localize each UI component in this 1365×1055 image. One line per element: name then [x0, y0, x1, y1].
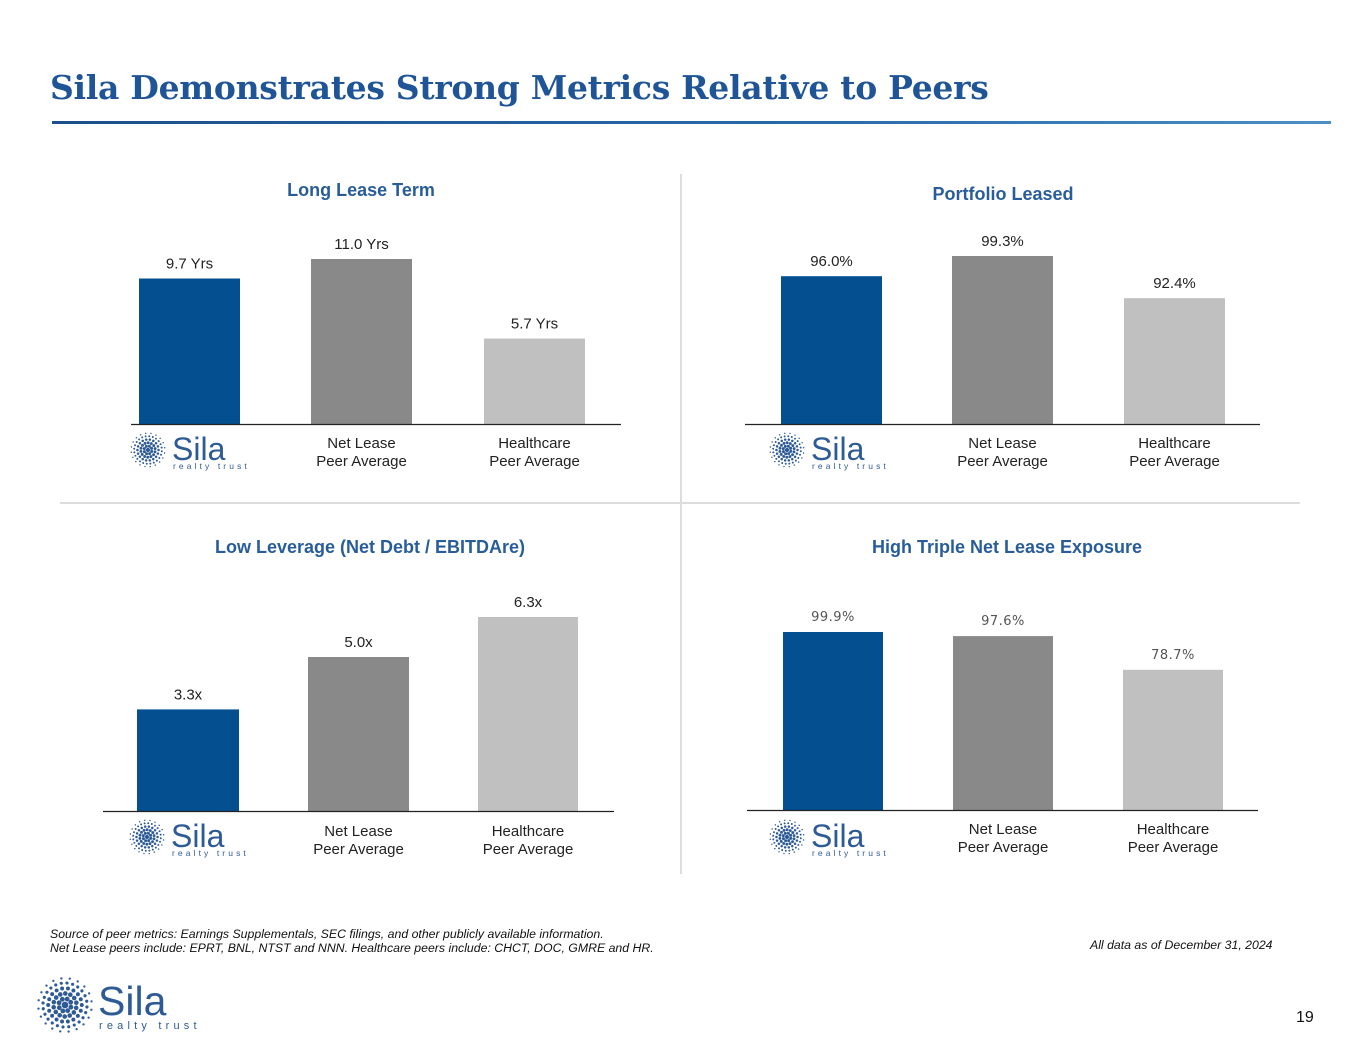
- starburst-icon: [129, 819, 165, 855]
- data-label: 92.4%: [1153, 275, 1196, 292]
- category-label: Net Lease: [324, 823, 392, 840]
- starburst-icon: [769, 819, 805, 855]
- chart-title: Long Lease Term: [287, 180, 435, 200]
- bar-net-lease: [953, 636, 1053, 810]
- category-label: Peer Average: [958, 839, 1049, 856]
- page-number: 19: [1296, 1009, 1314, 1026]
- data-label: 5.0x: [344, 634, 373, 651]
- data-label: 9.7 Yrs: [166, 256, 213, 273]
- logo-wordmark: Sila: [98, 978, 167, 1024]
- bar-sila: [139, 278, 240, 424]
- logo-wordmark: Sila: [171, 818, 225, 854]
- category-label: Net Lease: [327, 435, 395, 452]
- logo-wordmark: Sila: [811, 431, 865, 467]
- data-label: 6.3x: [514, 594, 543, 611]
- logo-tagline: realty trust: [172, 848, 249, 858]
- logo-tagline: realty trust: [173, 461, 250, 471]
- bar-sila: [137, 709, 239, 811]
- bar-healthcare: [478, 617, 578, 811]
- as-of-date: All data as of December 31, 2024: [1090, 938, 1273, 952]
- footnote-peers: Net Lease peers include: EPRT, BNL, NTST…: [50, 941, 654, 955]
- data-label: 5.7 Yrs: [511, 316, 558, 333]
- category-label: Peer Average: [1128, 839, 1219, 856]
- category-label: Peer Average: [957, 453, 1048, 470]
- chart-title: High Triple Net Lease Exposure: [872, 537, 1142, 557]
- data-label: 99.9%: [811, 610, 855, 625]
- category-label: Peer Average: [483, 841, 574, 858]
- category-label: Peer Average: [1129, 453, 1220, 470]
- footnote-source: Source of peer metrics: Earnings Supplem…: [50, 927, 604, 941]
- category-label: Healthcare: [1137, 821, 1210, 838]
- sila-logo-footer: Sila realty trust: [37, 977, 201, 1033]
- bar-healthcare: [484, 338, 585, 424]
- logo-tagline: realty trust: [812, 848, 889, 858]
- horizontal-divider: [60, 502, 1300, 504]
- logo-wordmark: Sila: [811, 818, 865, 854]
- data-label: 99.3%: [981, 233, 1024, 250]
- bar-sila: [783, 632, 883, 810]
- category-label: Peer Average: [489, 453, 580, 470]
- category-label: Net Lease: [968, 435, 1036, 452]
- bar-net-lease: [952, 256, 1053, 424]
- data-label: 78.7%: [1151, 648, 1195, 663]
- data-label: 3.3x: [174, 686, 203, 703]
- bar-healthcare: [1123, 669, 1223, 810]
- data-label: 11.0 Yrs: [334, 236, 388, 253]
- data-label: 97.6%: [981, 614, 1025, 629]
- chart-title: Portfolio Leased: [932, 184, 1073, 204]
- bar-healthcare: [1124, 298, 1225, 424]
- logo-wordmark: Sila: [172, 431, 226, 467]
- chart-3: Low Leverage (Net Debt / EBITDAre) 3.3x 5.…: [103, 537, 614, 858]
- data-label: 96.0%: [810, 253, 853, 270]
- bar-net-lease: [308, 657, 409, 811]
- chart-4: High Triple Net Lease Exposure 99.9% 97.6%…: [747, 537, 1258, 858]
- starburst-icon: [769, 432, 805, 468]
- category-label: Peer Average: [313, 841, 404, 858]
- chart-title: Low Leverage (Net Debt / EBITDAre): [215, 537, 525, 557]
- category-label: Healthcare: [1138, 435, 1211, 452]
- title-underline: [52, 121, 1331, 124]
- footnote: Source of peer metrics: Earnings Supplem…: [50, 927, 654, 955]
- category-label: Net Lease: [969, 821, 1037, 838]
- vertical-divider: [680, 174, 682, 874]
- starburst-icon: [130, 432, 166, 468]
- logo-tagline: realty trust: [99, 1020, 201, 1032]
- category-label: Peer Average: [316, 453, 407, 470]
- page-title: Sila Demonstrates Strong Metrics Relativ…: [50, 68, 989, 107]
- starburst-icon: [37, 977, 93, 1033]
- category-label: Healthcare: [492, 823, 565, 840]
- bar-sila: [781, 276, 882, 424]
- bar-net-lease: [311, 259, 412, 424]
- category-label: Healthcare: [498, 435, 571, 452]
- logo-tagline: realty trust: [812, 461, 889, 471]
